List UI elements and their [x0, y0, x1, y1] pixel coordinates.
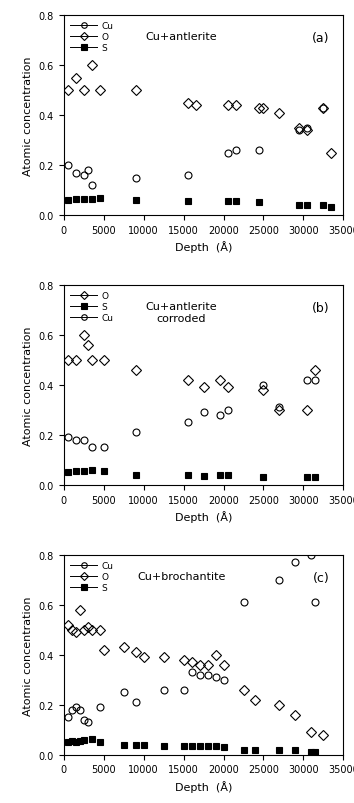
Text: Cu+antlerite
corroded: Cu+antlerite corroded — [145, 302, 217, 323]
Text: (c): (c) — [313, 571, 329, 584]
X-axis label: Depth  (Å): Depth (Å) — [175, 511, 232, 523]
X-axis label: Depth  (Å): Depth (Å) — [175, 780, 232, 792]
Y-axis label: Atomic concentration: Atomic concentration — [23, 326, 33, 445]
Y-axis label: Atomic concentration: Atomic concentration — [23, 595, 33, 715]
Text: Cu+brochantite: Cu+brochantite — [137, 571, 225, 581]
Legend: O, S, Cu: O, S, Cu — [68, 290, 115, 324]
Text: (a): (a) — [312, 32, 329, 45]
Legend: Cu, O, S: Cu, O, S — [68, 560, 115, 594]
Y-axis label: Atomic concentration: Atomic concentration — [23, 56, 33, 176]
X-axis label: Depth  (Å): Depth (Å) — [175, 241, 232, 253]
Text: Cu+antlerite: Cu+antlerite — [145, 32, 217, 42]
Text: (b): (b) — [312, 302, 329, 315]
Legend: Cu, O, S: Cu, O, S — [68, 21, 115, 55]
